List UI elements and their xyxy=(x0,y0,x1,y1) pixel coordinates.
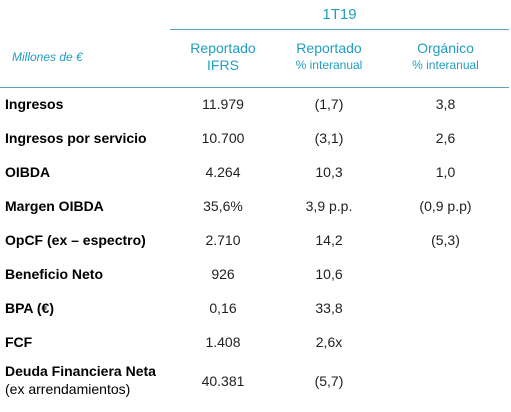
reported-yoy-value: (1,7) xyxy=(314,96,344,112)
column-header-line2: % interanual xyxy=(295,58,363,72)
column-header-line1: Reportado xyxy=(190,40,256,56)
organic-yoy-value xyxy=(382,362,509,400)
reported-ifrs-value: 11.979 xyxy=(202,96,244,112)
table-row: Margen OIBDA 35,6% 3,9 p.p. (0,9 p.p) xyxy=(0,189,509,223)
table-row: OIBDA 4.264 10,3 1,0 xyxy=(0,155,509,189)
column-header-line2: % interanual xyxy=(412,58,479,72)
row-label: Margen OIBDA xyxy=(5,198,104,214)
reported-ifrs-value: 40.381 xyxy=(201,373,245,389)
reported-yoy-value: (3,1) xyxy=(314,130,344,146)
row-label: Ingresos xyxy=(5,96,64,112)
header-rule xyxy=(0,87,509,88)
organic-yoy-value xyxy=(382,325,509,359)
organic-yoy-value: 2,6 xyxy=(435,130,456,146)
row-label: BPA (€) xyxy=(5,300,54,316)
period-rule xyxy=(170,29,509,30)
reported-ifrs-value: 2.710 xyxy=(205,232,241,248)
reported-yoy-value: 2,6x xyxy=(315,334,343,350)
reported-ifrs-value: 35,6% xyxy=(203,198,243,214)
reported-yoy-value: 10,3 xyxy=(315,164,343,180)
table-row: Deuda Financiera Neta (ex arrendamientos… xyxy=(0,362,509,406)
column-header-line2: IFRS xyxy=(207,57,239,73)
column-header-reported-yoy: Reportado % interanual xyxy=(276,40,382,74)
row-label: OpCF (ex – espectro) xyxy=(5,232,146,248)
table-row: BPA (€) 0,16 33,8 xyxy=(0,291,509,325)
reported-yoy-value: 3,9 p.p. xyxy=(305,198,353,214)
reported-ifrs-value: 10.700 xyxy=(201,130,245,146)
column-header-organic-yoy: Orgánico % interanual xyxy=(382,40,509,74)
row-label: OIBDA xyxy=(5,164,51,180)
organic-yoy-value xyxy=(382,291,509,325)
row-label: Deuda Financiera Neta (ex arrendamientos… xyxy=(5,362,156,406)
reported-yoy-value: 33,8 xyxy=(315,300,343,316)
organic-yoy-value: 3,8 xyxy=(435,96,456,112)
column-header-line1: Reportado xyxy=(296,40,362,56)
organic-yoy-value: (5,3) xyxy=(431,232,460,248)
table-row: Ingresos 11.979 (1,7) 3,8 xyxy=(0,87,509,121)
column-header-line1: Orgánico xyxy=(417,40,474,56)
row-label: Ingresos por servicio xyxy=(5,130,147,146)
reported-yoy-value: 10,6 xyxy=(315,266,343,282)
table-row: FCF 1.408 2,6x xyxy=(0,325,509,359)
row-label: Beneficio Neto xyxy=(5,266,104,282)
reported-yoy-value: 14,2 xyxy=(315,232,343,248)
organic-yoy-value: (0,9 p.p) xyxy=(419,198,472,214)
table-row: Beneficio Neto 926 10,6 xyxy=(0,257,509,291)
reported-ifrs-value: 926 xyxy=(211,266,235,282)
row-label: FCF xyxy=(5,334,33,350)
reported-ifrs-value: 0,16 xyxy=(209,300,237,316)
period-header: 1T19 xyxy=(322,6,357,23)
row-label-main: Deuda Financiera Neta xyxy=(5,363,156,379)
reported-ifrs-value: 1.408 xyxy=(205,334,241,350)
organic-yoy-value: 1,0 xyxy=(435,164,456,180)
table-row: OpCF (ex – espectro) 2.710 14,2 (5,3) xyxy=(0,223,509,257)
reported-ifrs-value: 4.264 xyxy=(205,164,241,180)
column-header-reported-ifrs: Reportado IFRS xyxy=(170,40,276,74)
table-row: Ingresos por servicio 10.700 (3,1) 2,6 xyxy=(0,121,509,155)
units-label: Millones de € xyxy=(12,50,83,64)
reported-yoy-value: (5,7) xyxy=(314,373,344,389)
row-label-sub: (ex arrendamientos) xyxy=(5,381,131,397)
organic-yoy-value xyxy=(382,257,509,291)
